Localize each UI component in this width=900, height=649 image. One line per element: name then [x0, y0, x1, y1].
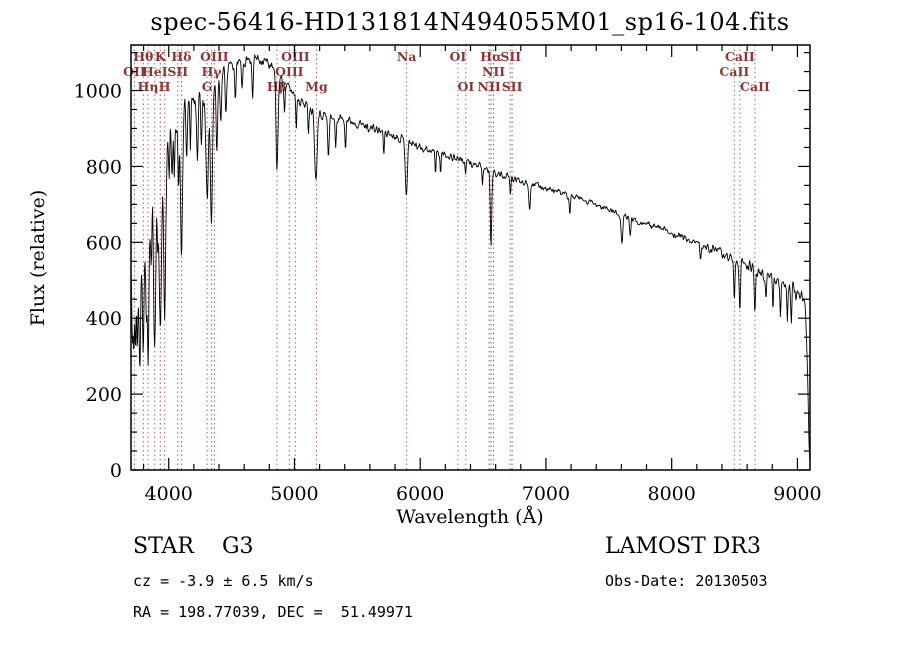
- spectral-line-label: K: [155, 49, 167, 64]
- plot-title: spec-56416-HD131814N494055M01_sp16-104.f…: [150, 8, 790, 36]
- spectral-line-label: Hη: [138, 79, 159, 94]
- spectral-line-label: Mg: [305, 79, 328, 94]
- x-tick-label: 9000: [773, 483, 821, 505]
- spectral-line-label: SII: [502, 79, 523, 94]
- spectral-line-label: NII: [478, 79, 501, 94]
- survey-label: LAMOST DR3: [605, 534, 761, 559]
- spectral-line-label: Hθ: [133, 49, 153, 64]
- radial-velocity-label: cz = -3.9 ± 6.5 km/s: [133, 572, 314, 590]
- spectral-line-label: CaII: [719, 64, 749, 79]
- spectrum-trace: [130, 54, 811, 465]
- spectral-line-label: OIII: [281, 49, 310, 64]
- spectral-line-label: Hδ: [171, 49, 191, 64]
- y-axis-label: Flux (relative): [27, 189, 49, 327]
- spectral-line-label: CaII: [740, 79, 770, 94]
- y-tick-label: 0: [110, 460, 122, 482]
- x-tick-label: 5000: [270, 483, 318, 505]
- spectral-line-label: OI: [450, 49, 467, 64]
- spectral-line-label: HeI: [142, 64, 168, 79]
- y-tick-label: 1000: [74, 81, 122, 103]
- spectral-line-label: Hβ: [267, 79, 287, 94]
- x-tick-label: 4000: [145, 483, 193, 505]
- y-tick-label: 400: [86, 308, 122, 330]
- spectral-line-label: H: [159, 79, 171, 94]
- spectral-line-label: OIII: [275, 64, 304, 79]
- y-tick-label: 600: [86, 232, 122, 254]
- spectral-line-label: OIII: [200, 49, 229, 64]
- plot-frame: [130, 44, 811, 471]
- ra-dec-label: RA = 198.77039, DEC = 51.49971: [133, 603, 413, 621]
- spectral-line-label: Na: [397, 49, 417, 64]
- spectral-line-label: SII: [167, 64, 188, 79]
- spectral-line-label: Hγ: [201, 64, 222, 79]
- x-tick-label: 6000: [396, 483, 444, 505]
- x-axis-label: Wavelength (Å): [396, 506, 544, 528]
- spectral-line-label: SII: [500, 49, 521, 64]
- spectral-line-label: CaII: [725, 49, 755, 64]
- y-tick-label: 200: [86, 384, 122, 406]
- obs-date-label: Obs-Date: 20130503: [605, 572, 768, 590]
- spectral-line-label: NII: [482, 64, 505, 79]
- spectral-line-label: OI: [457, 79, 474, 94]
- spectral-line-label: Hα: [480, 49, 502, 64]
- x-tick-label: 7000: [522, 483, 570, 505]
- spectral-line-label: G: [202, 79, 213, 94]
- x-tick-label: 8000: [648, 483, 696, 505]
- object-class-label: STAR G3: [133, 534, 254, 559]
- y-tick-label: 800: [86, 156, 122, 178]
